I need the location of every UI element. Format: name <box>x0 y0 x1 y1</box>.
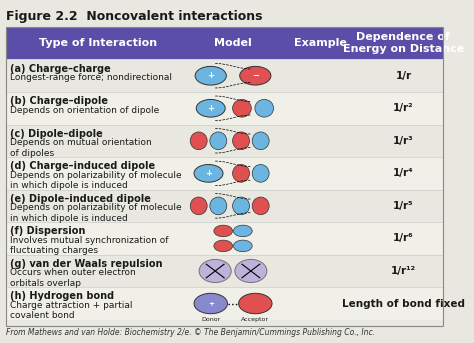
Ellipse shape <box>234 240 252 252</box>
Text: Occurs when outer electron
orbitals overlap: Occurs when outer electron orbitals over… <box>10 268 136 288</box>
Text: (b) Charge–dipole: (b) Charge–dipole <box>10 96 108 106</box>
Ellipse shape <box>190 197 207 215</box>
Ellipse shape <box>234 225 252 237</box>
Ellipse shape <box>195 66 227 85</box>
Ellipse shape <box>233 99 251 117</box>
Text: (a) Charge–charge: (a) Charge–charge <box>10 63 111 73</box>
Ellipse shape <box>252 132 269 150</box>
Ellipse shape <box>235 259 267 283</box>
Text: −: − <box>252 71 259 80</box>
FancyBboxPatch shape <box>6 59 443 92</box>
Ellipse shape <box>255 99 273 117</box>
FancyBboxPatch shape <box>6 92 443 125</box>
Text: Example: Example <box>294 38 347 48</box>
Ellipse shape <box>214 240 233 252</box>
Text: Depends on polarizability of molecule
in which dipole is induced: Depends on polarizability of molecule in… <box>10 171 182 190</box>
Ellipse shape <box>233 132 249 150</box>
Ellipse shape <box>233 197 249 215</box>
Text: 1/r⁴: 1/r⁴ <box>393 168 414 178</box>
Ellipse shape <box>240 66 271 85</box>
Text: 1/r²: 1/r² <box>393 103 414 113</box>
Text: (h) Hydrogen bond: (h) Hydrogen bond <box>10 291 114 301</box>
FancyBboxPatch shape <box>6 27 443 59</box>
Text: (g) van der Waals repulsion: (g) van der Waals repulsion <box>10 259 163 269</box>
Ellipse shape <box>190 132 207 150</box>
Text: 1/r¹²: 1/r¹² <box>391 266 416 276</box>
FancyBboxPatch shape <box>6 190 443 222</box>
Text: 1/r⁶: 1/r⁶ <box>393 234 414 244</box>
Text: Acceptor: Acceptor <box>241 317 269 322</box>
Text: Dependence of
Energy on Distance: Dependence of Energy on Distance <box>343 32 464 54</box>
Text: +: + <box>207 104 214 113</box>
Text: 1/r⁵: 1/r⁵ <box>393 201 414 211</box>
Text: 1/r: 1/r <box>395 71 411 81</box>
Ellipse shape <box>210 197 227 215</box>
FancyBboxPatch shape <box>6 287 443 320</box>
Text: Depends on polarizability of molecule
in which dipole is induced: Depends on polarizability of molecule in… <box>10 203 182 223</box>
Text: Figure 2.2  Noncovalent interactions: Figure 2.2 Noncovalent interactions <box>6 10 262 23</box>
Text: (f) Dispersion: (f) Dispersion <box>10 226 86 236</box>
Text: From Mathews and van Holde: Biochemistry 2/e. © The Benjamin/Cummings Publishing: From Mathews and van Holde: Biochemistry… <box>6 328 375 337</box>
Text: (c) Dipole–dipole: (c) Dipole–dipole <box>10 129 103 139</box>
Ellipse shape <box>252 197 269 215</box>
FancyBboxPatch shape <box>6 255 443 287</box>
Text: Model: Model <box>214 38 252 48</box>
Ellipse shape <box>214 225 233 237</box>
Text: +: + <box>205 169 212 178</box>
Text: Depends on orientation of dipole: Depends on orientation of dipole <box>10 106 160 115</box>
Text: +: + <box>207 71 214 80</box>
Text: +: + <box>208 300 214 307</box>
Ellipse shape <box>210 132 227 150</box>
Text: Length of bond fixed: Length of bond fixed <box>342 298 465 308</box>
Text: (d) Charge–induced dipole: (d) Charge–induced dipole <box>10 161 155 171</box>
FancyBboxPatch shape <box>6 222 443 255</box>
Text: Donor: Donor <box>201 317 220 322</box>
Text: Depends on mutual orientation
of dipoles: Depends on mutual orientation of dipoles <box>10 138 152 157</box>
FancyBboxPatch shape <box>6 125 443 157</box>
Ellipse shape <box>233 165 249 182</box>
Text: Involves mutual synchronization of
fluctuating charges: Involves mutual synchronization of fluct… <box>10 236 169 255</box>
Text: 1/r³: 1/r³ <box>393 136 414 146</box>
Ellipse shape <box>238 293 272 314</box>
Ellipse shape <box>196 99 225 117</box>
Text: Type of Interaction: Type of Interaction <box>38 38 156 48</box>
Ellipse shape <box>194 293 228 314</box>
Text: Longest-range force; nondirectional: Longest-range force; nondirectional <box>10 73 173 82</box>
FancyBboxPatch shape <box>6 157 443 190</box>
Ellipse shape <box>194 165 223 182</box>
Ellipse shape <box>252 165 269 182</box>
Text: (e) Dipole–induced dipole: (e) Dipole–induced dipole <box>10 194 151 204</box>
Ellipse shape <box>199 259 231 283</box>
Text: Charge attraction + partial
covalent bond: Charge attraction + partial covalent bon… <box>10 301 133 320</box>
